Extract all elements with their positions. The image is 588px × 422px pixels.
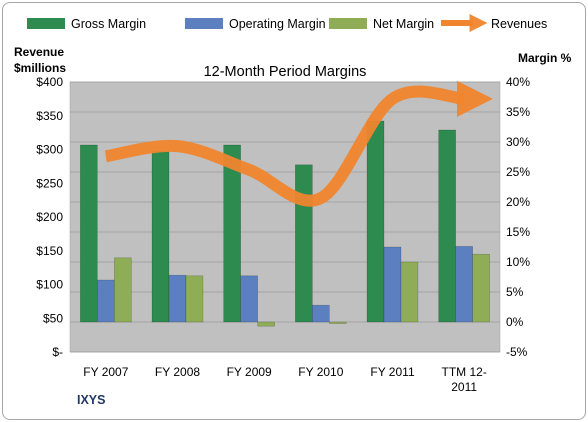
y-right-tick-label: 25% [506, 165, 530, 179]
x-tick-label: FY 2011 [370, 365, 415, 379]
bar-gross-margin [366, 120, 385, 323]
bar-operating-margin [455, 246, 473, 323]
legend-swatch-operating-margin [185, 18, 223, 29]
bar-gross-margin [438, 129, 456, 323]
x-tick-label: TTM 12- [441, 365, 486, 379]
bar-net-margin [257, 321, 275, 327]
x-tick-label: FY 2008 [155, 365, 200, 379]
bar-operating-margin [383, 246, 402, 323]
revenues-line-group [104, 80, 493, 207]
y-right-tick-label: 5% [506, 285, 524, 299]
legend-swatch-gross-margin [27, 18, 65, 29]
revenues-line [104, 80, 493, 207]
margins-chart: Gross Margin Operating Margin Net Margin… [14, 14, 572, 407]
legend-label-operating-margin: Operating Margin [229, 17, 326, 31]
bar-operating-margin [168, 274, 187, 323]
y-left-axis: $- $50 $100 $150 $200 $250 $300 $350 $400 [36, 75, 63, 359]
y-right-title: Margin % [518, 51, 572, 65]
y-left-tick-label: $250 [36, 176, 63, 190]
bar-operating-margin [97, 279, 115, 323]
bar-operating-margin [240, 275, 258, 323]
x-axis: FY 2007 FY 2008 FY 2009 FY 2010 FY 2011 TTM 1… [83, 365, 487, 394]
company-label: IXYS [77, 393, 106, 407]
y-right-tick-label: 10% [506, 255, 530, 269]
y-left-title-line2: $millions [14, 61, 66, 75]
bar-net-margin [329, 321, 347, 324]
bar-net-margin [114, 257, 132, 323]
bars [80, 120, 490, 327]
x-tick-label: FY 2007 [83, 365, 128, 379]
y-left-tick-label: $350 [36, 109, 63, 123]
bar-gross-margin [223, 144, 241, 323]
bar-net-margin [185, 275, 204, 323]
y-left-title-line1: Revenue [14, 45, 64, 59]
x-tick-label: FY 2009 [227, 365, 272, 379]
gridlines [70, 81, 500, 353]
y-right-tick-label: 15% [506, 225, 530, 239]
plot-area [69, 81, 501, 353]
y-left-tick-label: $200 [36, 210, 63, 224]
x-tick-label: FY 2010 [298, 365, 343, 379]
y-right-tick-label: 20% [506, 195, 530, 209]
y-right-tick-label: 30% [506, 135, 530, 149]
y-left-tick-label: $- [52, 345, 63, 359]
y-right-tick-label: 35% [506, 105, 530, 119]
y-left-tick-label: $400 [36, 75, 63, 89]
y-right-tick-label: 40% [506, 75, 530, 89]
legend-swatch-net-margin [329, 18, 367, 29]
y-left-tick-label: $50 [43, 311, 63, 325]
y-right-tick-label: 0% [506, 315, 524, 329]
chart-title: 12-Month Period Margins [204, 64, 367, 80]
bar-net-margin [400, 261, 419, 323]
bar-gross-margin [151, 150, 170, 323]
x-tick-label: 2011 [451, 380, 477, 394]
y-left-tick-label: $100 [36, 278, 63, 292]
legend-label-revenues: Revenues [491, 17, 547, 31]
bar-gross-margin [80, 144, 98, 323]
legend: Gross Margin Operating Margin Net Margin… [27, 14, 547, 32]
bar-gross-margin [295, 164, 313, 323]
y-left-tick-label: $150 [36, 244, 63, 258]
bar-net-margin [472, 253, 490, 323]
y-right-tick-label: -5% [506, 345, 528, 359]
bar-operating-margin [312, 304, 330, 323]
y-right-axis: -5% 0% 5% 10% 15% 20% 25% 30% 35% 40% [506, 75, 530, 359]
legend-label-gross-margin: Gross Margin [71, 17, 146, 31]
legend-label-net-margin: Net Margin [373, 17, 434, 31]
y-left-tick-label: $300 [36, 143, 63, 157]
